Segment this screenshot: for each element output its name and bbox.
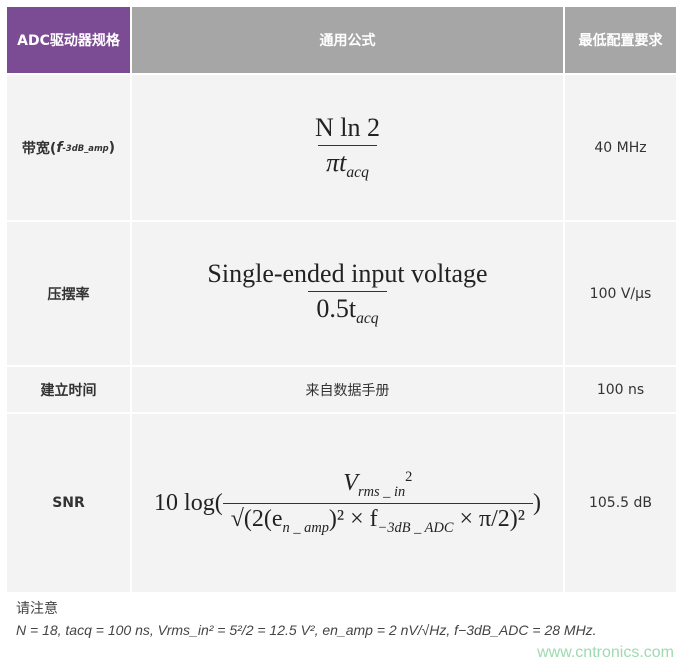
header-spec: ADC驱动器规格 — [7, 7, 130, 73]
formula-cell: 10 log( Vrms _ in2 √(2(en _ amp)² × f−3dB… — [132, 414, 563, 592]
watermark: www.cntronics.com — [537, 644, 674, 661]
spec-cell: 带宽(f -3dB_amp) — [7, 75, 130, 220]
formula-cell: N ln 2 πtacq — [132, 75, 563, 220]
note-text: N = 18, tacq = 100 ns, Vrms_in² = 5²/2 =… — [16, 622, 597, 638]
spec-cell: 建立时间 — [7, 367, 130, 412]
header-formula: 通用公式 — [132, 7, 563, 73]
table-row: SNR 10 log( Vrms _ in2 √(2(en _ amp)² × f… — [7, 414, 676, 592]
table-row: 建立时间 来自数据手册 100 ns — [7, 367, 676, 412]
formula-cell: Single-ended input voltage 0.5tacq — [132, 222, 563, 365]
spec-cell: 压摆率 — [7, 222, 130, 365]
header-min-req: 最低配置要求 — [565, 7, 676, 73]
formula-cell: 来自数据手册 — [132, 367, 563, 412]
table-row: 压摆率 Single-ended input voltage 0.5tacq 10… — [7, 222, 676, 365]
table-row: 带宽(f -3dB_amp) N ln 2 πtacq 40 MHz — [7, 75, 676, 220]
spec-cell: SNR — [7, 414, 130, 592]
value-cell: 100 V/µs — [565, 222, 676, 365]
spec-table: ADC驱动器规格 通用公式 最低配置要求 带宽(f -3dB_amp) N ln … — [7, 7, 676, 594]
value-cell: 40 MHz — [565, 75, 676, 220]
note-title: 请注意 — [16, 600, 58, 616]
value-cell: 100 ns — [565, 367, 676, 412]
value-cell: 105.5 dB — [565, 414, 676, 592]
table-header: ADC驱动器规格 通用公式 最低配置要求 — [7, 7, 676, 73]
note: 请注意 N = 18, tacq = 100 ns, Vrms_in² = 5²… — [16, 597, 676, 641]
